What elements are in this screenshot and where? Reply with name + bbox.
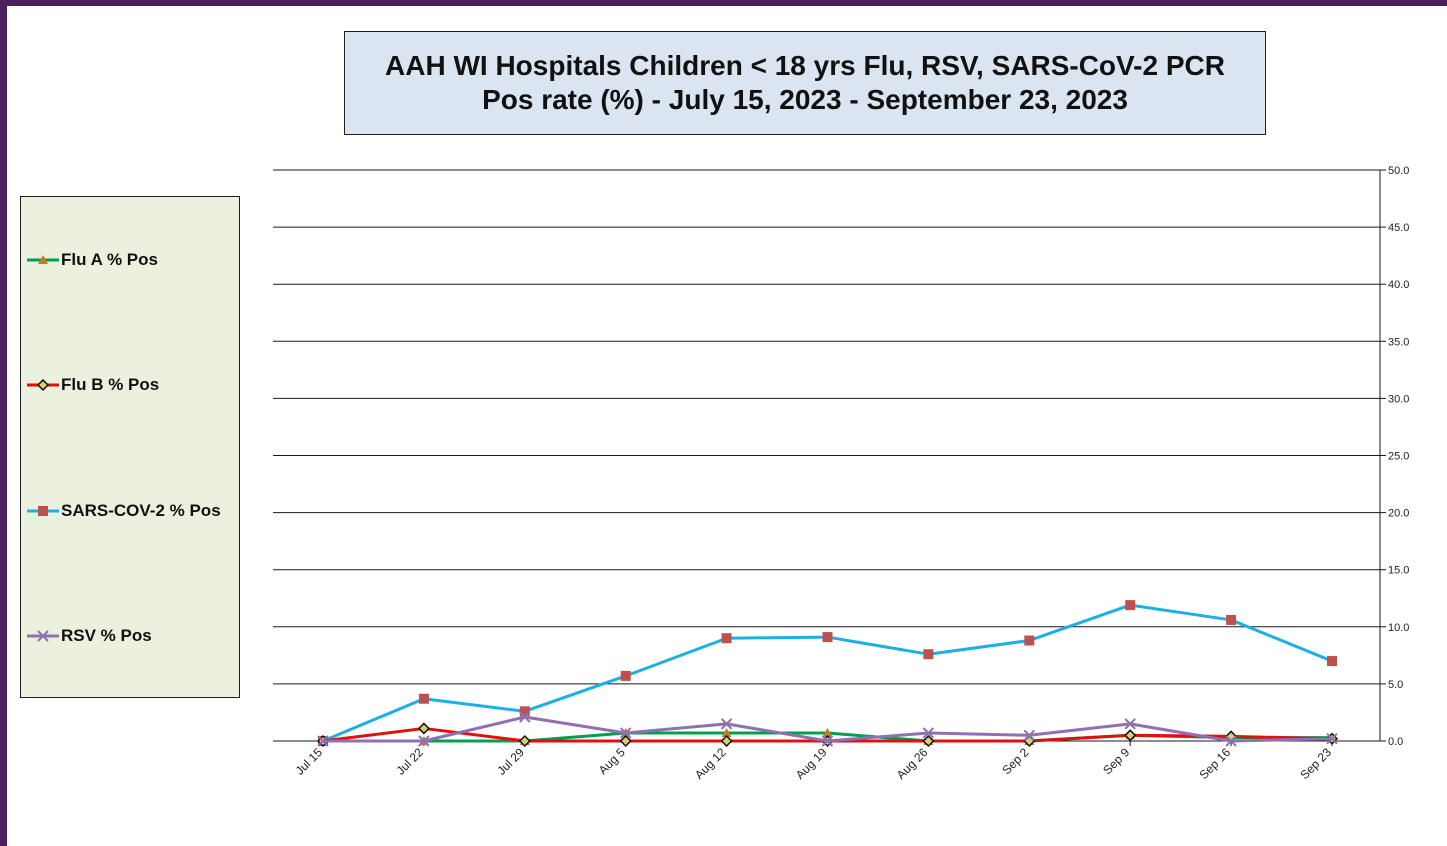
y-tick-label: 10.0: [1388, 622, 1409, 634]
data-point-sars-cov-2-pos: [721, 633, 732, 644]
data-point-flu-b-pos: [720, 734, 733, 748]
series-sars-cov-2-pos: [318, 600, 1337, 746]
data-point-rsv-pos: [720, 718, 733, 730]
data-point-sars-cov-2-pos: [1125, 600, 1136, 611]
y-tick-label: 45.0: [1388, 222, 1409, 234]
chart-title-line-2: Pos rate (%) - July 15, 2023 - September…: [482, 84, 1128, 115]
x-tick-label: Aug 19: [793, 745, 830, 782]
y-tick-label: 5.0: [1388, 679, 1403, 691]
data-point-rsv-pos: [1326, 733, 1338, 745]
data-point-rsv-pos: [1225, 735, 1237, 747]
legend-symbol-rsv: [27, 630, 59, 642]
legend-label-rsv: RSV % Pos: [61, 626, 152, 645]
legend-marker: [37, 630, 49, 642]
data-point-flu-a-pos: [721, 728, 732, 738]
data-point-rsv-pos: [519, 711, 531, 723]
x-tick-label: Sep 16: [1196, 745, 1233, 782]
x-tick-label: Sep 2: [999, 745, 1031, 777]
data-point-sars-cov-2-pos: [1024, 635, 1035, 646]
legend-item-flu-b: Flu B % Pos: [25, 374, 159, 396]
y-tick-label: 20.0: [1388, 508, 1409, 520]
x-tick-label: Aug 5: [596, 745, 628, 777]
legend-label-sars-cov-2: SARS-COV-2 % Pos: [61, 501, 221, 520]
legend-marker: [38, 506, 48, 516]
legend-item-sars-cov-2: SARS-COV-2 % Pos: [25, 500, 221, 522]
x-tick-label: Aug 12: [692, 745, 729, 782]
x-tick-label: Jul 22: [393, 745, 426, 778]
data-point-rsv-pos: [1124, 718, 1136, 730]
data-point-rsv-pos: [317, 735, 329, 747]
chart-title-box: AAH WI Hospitals Children < 18 yrs Flu, …: [344, 31, 1266, 135]
data-point-flu-b-pos: [518, 734, 531, 748]
x-tick-label: Jul 29: [494, 745, 527, 778]
legend-symbol-flu-a: [27, 255, 59, 264]
data-point-flu-b-pos: [417, 722, 430, 735]
data-point-sars-cov-2-pos: [1226, 614, 1237, 625]
legend: Flu A % Pos Flu B % Pos SARS-COV-2 % Pos…: [20, 196, 240, 698]
data-point-sars-cov-2-pos: [923, 649, 934, 660]
x-tick-label: Sep 23: [1297, 745, 1334, 782]
y-tick-label: 15.0: [1388, 565, 1409, 577]
data-point-sars-cov-2-pos: [1327, 656, 1337, 667]
series-rsv-pos: [317, 711, 1338, 747]
data-point-sars-cov-2-pos: [519, 706, 530, 717]
data-point-rsv-pos: [418, 735, 430, 747]
y-tick-label: 35.0: [1388, 336, 1409, 348]
y-tick-label: 40.0: [1388, 279, 1409, 291]
data-point-flu-b-pos: [1124, 729, 1137, 742]
data-point-rsv-pos: [619, 727, 632, 739]
data-point-flu-a-pos: [822, 728, 833, 738]
y-tick-label: 25.0: [1388, 451, 1409, 463]
data-point-rsv-pos: [821, 735, 834, 747]
legend-item-flu-a: Flu A % Pos: [25, 249, 158, 271]
legend-marker: [36, 378, 50, 392]
legend-symbol-sars-cov-2: [27, 506, 59, 516]
data-point-rsv-pos: [1023, 729, 1036, 741]
legend-label-flu-a: Flu A % Pos: [61, 250, 158, 269]
legend-label-flu-b: Flu B % Pos: [61, 375, 160, 394]
y-tick-label: 0.0: [1388, 736, 1403, 748]
x-tick-label: Sep 9: [1100, 745, 1132, 777]
data-point-sars-cov-2-pos: [418, 693, 429, 704]
chart-title-line-1: AAH WI Hospitals Children < 18 yrs Flu, …: [385, 50, 1225, 81]
data-point-rsv-pos: [922, 727, 935, 739]
series-line-sars-cov-2-pos: [322, 603, 1333, 743]
x-tick-label: Jul 15: [293, 745, 326, 778]
legend-marker: [38, 255, 48, 264]
data-point-sars-cov-2-pos: [620, 670, 631, 681]
y-tick-label: 50.0: [1388, 165, 1409, 177]
data-point-flu-b-pos: [619, 734, 632, 748]
x-tick-label: Aug 26: [894, 745, 931, 782]
data-point-sars-cov-2-pos: [822, 632, 833, 643]
legend-symbol-flu-b: [27, 378, 59, 392]
y-tick-label: 30.0: [1388, 393, 1409, 405]
data-point-flu-b-pos: [922, 734, 935, 748]
legend-item-rsv: RSV % Pos: [25, 625, 152, 647]
